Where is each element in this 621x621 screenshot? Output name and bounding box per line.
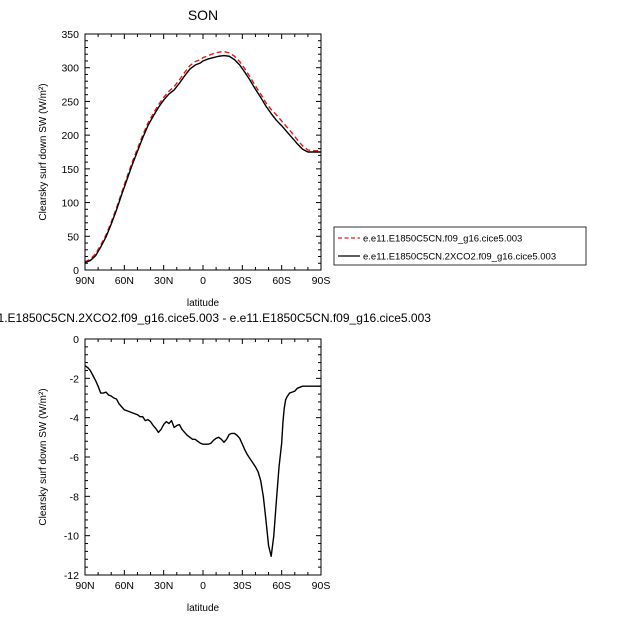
legend-label-2xco2: e.e11.E1850C5CN.2XCO2.f09_g16.cice5.003 bbox=[363, 252, 556, 263]
top-y-axis-title: Clearsky surf down SW (W/m²) bbox=[38, 83, 49, 220]
bottom-x-axis-title: latitude bbox=[187, 603, 220, 614]
top-y-tick-label: 350 bbox=[61, 29, 79, 41]
top-series-line-0 bbox=[84, 50, 321, 263]
top-panel-title: SON bbox=[188, 7, 218, 23]
top-y-tick-label: 200 bbox=[61, 130, 79, 142]
bottom-x-tick-label: 30N bbox=[154, 580, 173, 592]
top-plot-frame bbox=[84, 33, 322, 271]
bottom-panel: e.e11.E1850C5CN.2XCO2.f09_g16.cice5.003 … bbox=[0, 311, 431, 614]
top-y-tick-label: 150 bbox=[61, 164, 79, 176]
top-panel: SON 90N 60N 30N 0 30S 60S 90S 0 50 100 150 200 250 30… bbox=[38, 7, 330, 309]
legend-label-control: e.e11.E1850C5CN.f09_g16.cice5.003 bbox=[363, 234, 522, 245]
bottom-x-tick-label: 90N bbox=[75, 580, 94, 592]
bottom-panel-title: e.e11.E1850C5CN.2XCO2.f09_g16.cice5.003 … bbox=[0, 311, 431, 325]
top-x-tick-label: 0 bbox=[200, 275, 206, 287]
top-x-tick-label: 90N bbox=[75, 275, 94, 287]
bottom-y-tick-label: -8 bbox=[70, 491, 79, 503]
bottom-x-tick-label: 60N bbox=[115, 580, 134, 592]
top-x-tick-label: 30S bbox=[233, 275, 252, 287]
top-x-tick-label: 60N bbox=[115, 275, 134, 287]
top-y-tick-label: 300 bbox=[61, 63, 79, 75]
bottom-x-tick-label: 60S bbox=[272, 580, 291, 592]
top-y-tick-label: 250 bbox=[61, 96, 79, 108]
bottom-y-tick-label: -4 bbox=[70, 413, 79, 425]
bottom-y-tick-label: -10 bbox=[64, 531, 79, 543]
top-x-axis-title: latitude bbox=[187, 298, 220, 309]
bottom-x-tick-label: 90S bbox=[312, 580, 331, 592]
bottom-plot-frame bbox=[84, 338, 322, 576]
top-panel-legend: e.e11.E1850C5CN.f09_g16.cice5.003 e.e11.… bbox=[333, 226, 587, 266]
bottom-series-line-0 bbox=[84, 364, 321, 558]
bottom-y-axis-title: Clearsky surf down SW (W/m²) bbox=[38, 388, 49, 525]
top-y-tick-label: 0 bbox=[73, 265, 79, 277]
bottom-x-tick-label: 30S bbox=[233, 580, 252, 592]
bottom-x-tick-label: 0 bbox=[200, 580, 206, 592]
top-x-tick-label: 60S bbox=[272, 275, 291, 287]
legend-box bbox=[333, 226, 587, 266]
bottom-y-tick-label: -2 bbox=[70, 373, 79, 385]
top-y-tick-label: 100 bbox=[61, 198, 79, 210]
top-x-tick-label: 30N bbox=[154, 275, 173, 287]
bottom-y-tick-label: -12 bbox=[64, 570, 79, 582]
bottom-y-tick-label: -6 bbox=[70, 452, 79, 464]
top-series-line-1 bbox=[84, 54, 321, 264]
top-x-tick-label: 90S bbox=[312, 275, 331, 287]
top-y-tick-label: 50 bbox=[67, 231, 79, 243]
bottom-y-tick-label: 0 bbox=[73, 334, 79, 346]
